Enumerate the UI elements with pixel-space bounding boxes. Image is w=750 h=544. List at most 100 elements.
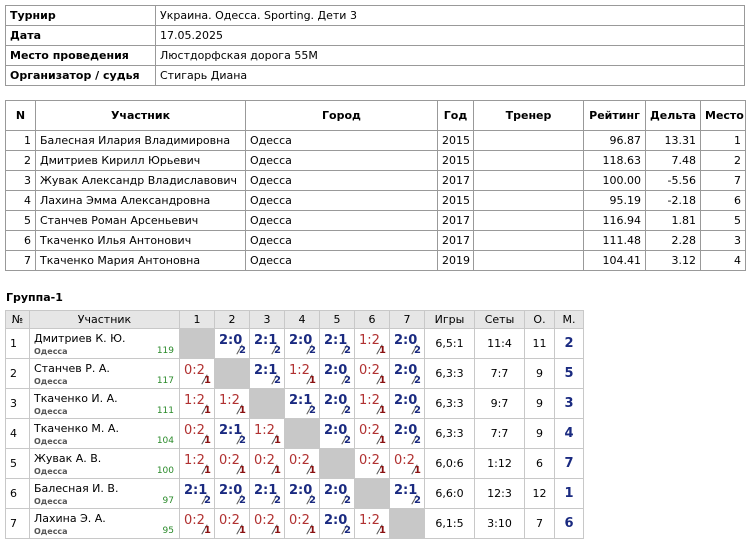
player-city: Одесса — [34, 527, 68, 536]
match-points: 2 — [344, 525, 351, 536]
player-name: Лахина Э. А. — [34, 512, 106, 525]
cell-player: Жувак А. В. Одесса 100 — [29, 448, 180, 479]
cell-name: Дмитриев Кирилл Юрьевич — [35, 150, 246, 171]
info-label: Место проведения — [5, 45, 156, 66]
match-points: 2 — [414, 495, 421, 506]
cell-n: 6 — [5, 478, 30, 509]
cell-n: 5 — [5, 448, 30, 479]
column-header: Дельта — [645, 100, 701, 131]
cell-year: 2017 — [437, 170, 474, 191]
score: 2:1 — [289, 393, 313, 408]
result-cell: 1:2 1 — [354, 388, 390, 419]
participant-row: 7 Ткаченко Мария Антоновна Одесса 2019 104.4… — [5, 250, 746, 271]
score: 0:2 — [289, 453, 310, 468]
player-name: Дмитриев К. Ю. — [34, 332, 126, 345]
participant-row: 6 Ткаченко Илья Антонович Одесса 2017 111.48… — [5, 230, 746, 251]
cell-name: Балесная Илария Владимировна — [35, 130, 246, 151]
player-name: Ткаченко М. А. — [34, 422, 119, 435]
match-points: 1 — [204, 435, 211, 446]
score: 0:2 — [359, 363, 380, 378]
cell-place: 6 — [554, 508, 584, 539]
match-points: 1 — [204, 525, 211, 536]
score: 2:1 — [394, 483, 418, 498]
place: 6 — [564, 516, 574, 531]
cell-place: 1 — [700, 130, 746, 151]
cell-n: 4 — [5, 418, 30, 449]
cell-city: Одесса — [245, 190, 438, 211]
player-city: Одесса — [34, 377, 68, 386]
result-cell: 0:2 1 — [179, 418, 215, 449]
score: 1:2 — [184, 453, 205, 468]
cell-games: 6,6:0 — [424, 478, 475, 509]
score: 0:2 — [359, 453, 380, 468]
participant-row: 4 Лахина Эмма Александровна Одесса 2015 95.1… — [5, 190, 746, 211]
column-header: 3 — [249, 310, 285, 329]
cell-city: Одесса — [245, 130, 438, 151]
column-header: Тренер — [473, 100, 584, 131]
result-cell: 2:0 2 — [214, 328, 250, 359]
cell-name: Лахина Эмма Александровна — [35, 190, 246, 211]
column-header: Участник — [35, 100, 246, 131]
cell-delta: 2.28 — [645, 230, 701, 251]
match-points: 1 — [379, 525, 386, 536]
info-value: Стигарь Диана — [155, 65, 745, 86]
match-points: 2 — [344, 375, 351, 386]
cell-n: 2 — [5, 150, 36, 171]
result-cell: 2:0 2 — [389, 328, 425, 359]
score: 0:2 — [359, 423, 380, 438]
group-row: 6 Балесная И. В. Одесса 97 2:1 2 2:0 2 2:1 2 2:0 2 2… — [5, 478, 584, 509]
cell-games: 6,3:3 — [424, 358, 475, 389]
score: 0:2 — [254, 513, 275, 528]
info-label: Дата — [5, 25, 156, 46]
cell-place: 5 — [554, 358, 584, 389]
score: 2:0 — [324, 363, 348, 378]
match-points: 2 — [344, 495, 351, 506]
cell-points: 11 — [524, 328, 555, 359]
score: 2:0 — [289, 483, 313, 498]
info-value: Люстдорфская дорога 55М — [155, 45, 745, 66]
score: 1:2 — [219, 393, 240, 408]
result-cell: 0:2 1 — [389, 448, 425, 479]
place: 4 — [564, 426, 574, 441]
column-header: Рейтинг — [583, 100, 646, 131]
cell-name: Станчев Роман Арсеньевич — [35, 210, 246, 231]
result-cell: 0:2 1 — [249, 508, 285, 539]
cell-n: 2 — [5, 358, 30, 389]
cell-sets: 1:12 — [474, 448, 525, 479]
cell-empty — [473, 150, 584, 171]
cell-n: 6 — [5, 230, 36, 251]
score: 1:2 — [289, 363, 310, 378]
result-cell: 2:0 2 — [214, 478, 250, 509]
cell-place: 7 — [700, 170, 746, 191]
column-header: Город — [245, 100, 438, 131]
cell-rating: 95.19 — [583, 190, 646, 211]
result-cell: 0:2 1 — [249, 448, 285, 479]
match-points: 2 — [309, 345, 316, 356]
match-points: 1 — [414, 465, 421, 476]
cell-empty — [473, 230, 584, 251]
self-cell — [284, 418, 320, 449]
group-row: 7 Лахина Э. А. Одесса 95 0:2 1 0:2 1 0:2 1 0:2 1 2:0… — [5, 508, 584, 539]
cell-n: 5 — [5, 210, 36, 231]
score: 0:2 — [289, 513, 310, 528]
cell-delta: -5.56 — [645, 170, 701, 191]
cell-city: Одесса — [245, 170, 438, 191]
cell-name: Жувак Александр Владиславович — [35, 170, 246, 191]
group-title: Группа-1 — [6, 291, 63, 304]
player-city: Одесса — [34, 437, 68, 446]
group-row: 1 Дмитриев К. Ю. Одесса 119 2:0 2 2:1 2 2:0 2 2:1 2… — [5, 328, 584, 359]
cell-points: 9 — [524, 358, 555, 389]
cell-n: 7 — [5, 250, 36, 271]
cell-place: 4 — [554, 418, 584, 449]
cell-points: 6 — [524, 448, 555, 479]
result-cell: 2:0 2 — [389, 418, 425, 449]
cell-player: Ткаченко И. А. Одесса 111 — [29, 388, 180, 419]
score: 2:0 — [394, 333, 418, 348]
column-header: N — [5, 100, 36, 131]
score: 2:1 — [254, 483, 278, 498]
cell-year: 2015 — [437, 150, 474, 171]
column-header: 5 — [319, 310, 355, 329]
player-name: Ткаченко И. А. — [34, 392, 118, 405]
player-city: Одесса — [34, 467, 68, 476]
result-cell: 1:2 1 — [354, 328, 390, 359]
